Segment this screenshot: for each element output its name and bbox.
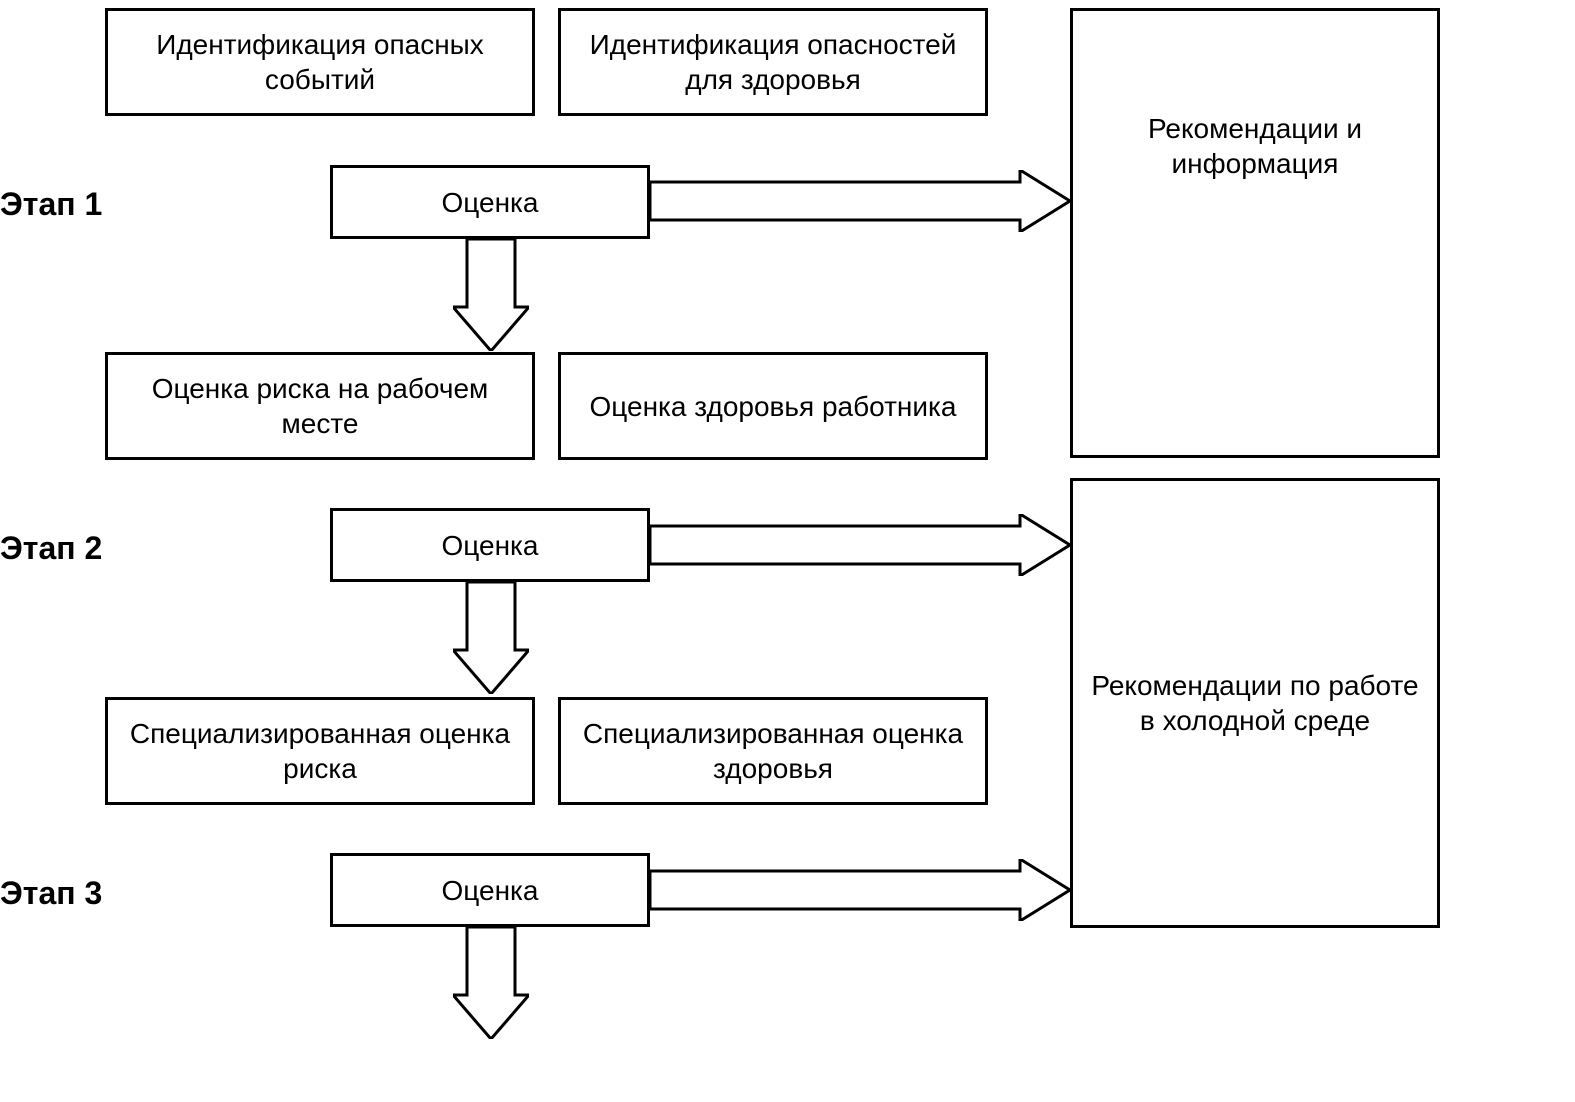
node-hazard-events: Идентификация опасных событий [105,8,535,116]
flowchart-canvas: Этап 1 Этап 2 Этап 3 Идентификация опасн… [0,0,1575,1102]
node-evaluation-1: Оценка [330,165,650,239]
stage-label-1: Этап 1 [0,186,102,223]
arrow-right-ev3 [650,859,1070,921]
node-recommendations-cold: Рекомендации по работе в холодной среде [1070,478,1440,928]
node-health-hazards: Идентификация опасностей для здоровья [558,8,988,116]
stage-label-2: Этап 2 [0,530,102,567]
arrow-right-ev1 [650,170,1070,232]
node-specialized-health: Специализированная оценка здоровья [558,697,988,805]
node-recommendations-info: Рекомендации и информация [1070,8,1440,458]
node-evaluation-2: Оценка [330,508,650,582]
arrow-down-ev1 [453,239,529,351]
arrow-right-ev2 [650,514,1070,576]
node-specialized-risk: Специализированная оценка риска [105,697,535,805]
node-workplace-risk: Оценка риска на рабочем месте [105,352,535,460]
node-worker-health: Оценка здоровья работника [558,352,988,460]
arrow-down-ev3 [453,927,529,1039]
arrow-down-ev2 [453,582,529,694]
stage-label-3: Этап 3 [0,875,102,912]
node-evaluation-3: Оценка [330,853,650,927]
